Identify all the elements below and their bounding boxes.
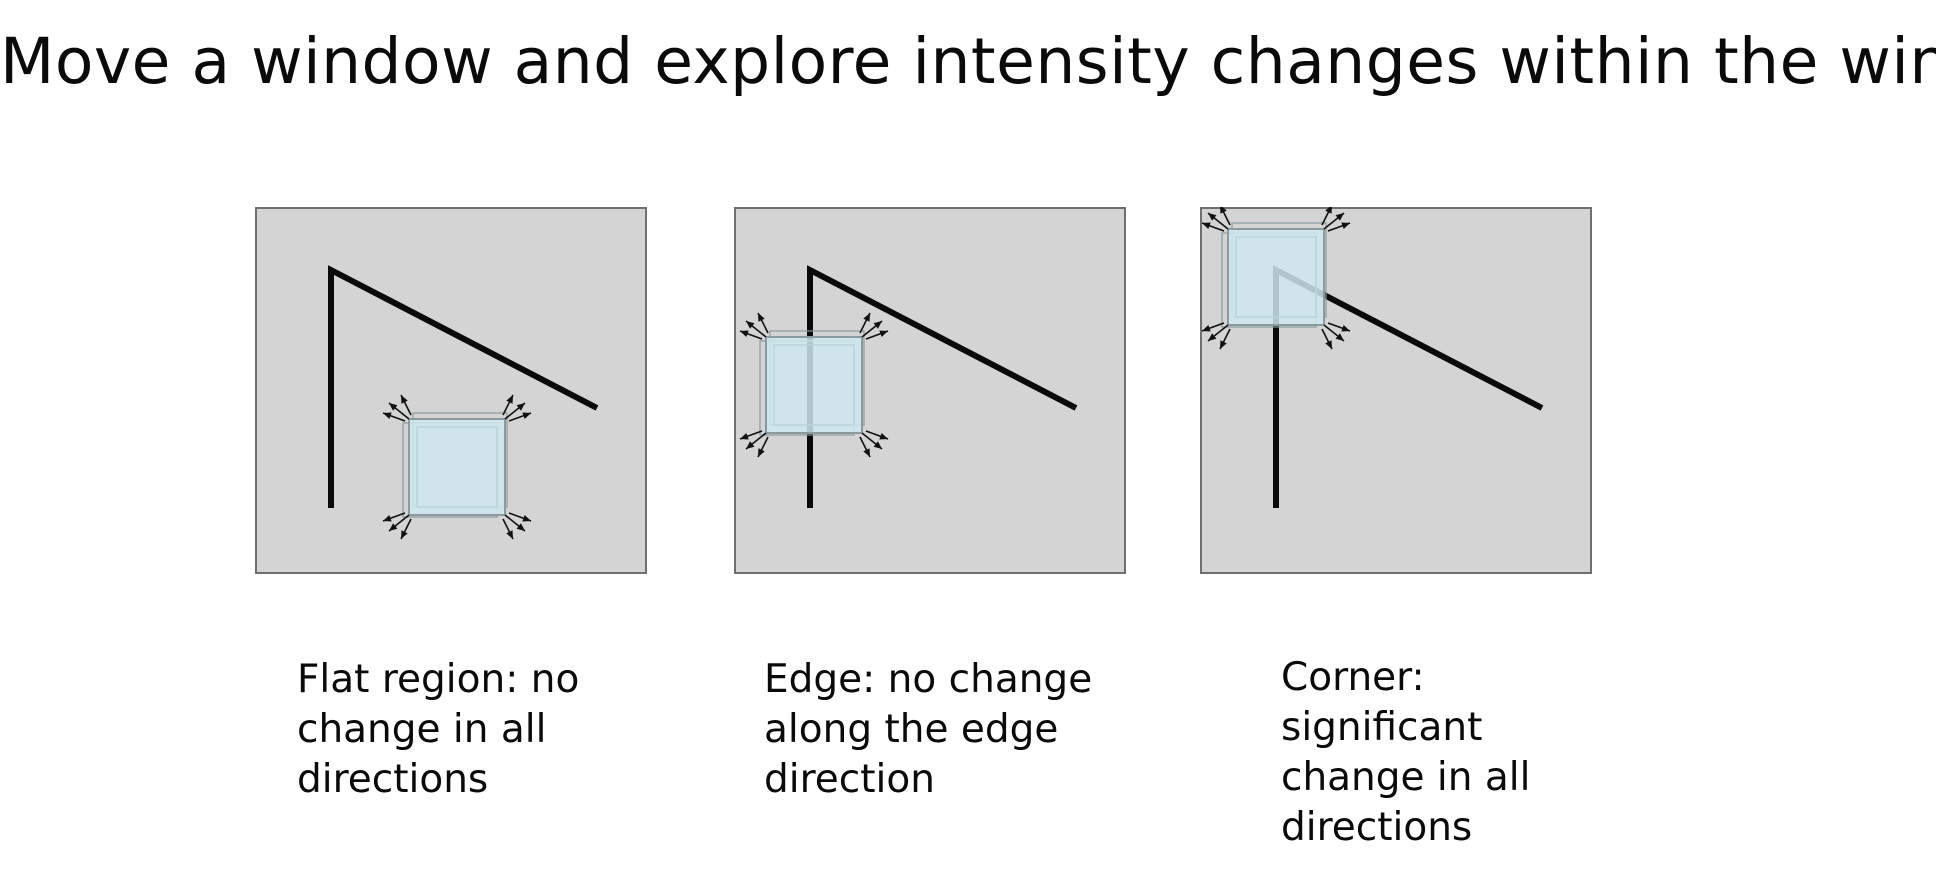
direction-arrow-icon	[861, 432, 883, 450]
direction-arrow-icon	[382, 512, 406, 522]
direction-arrow-icon	[739, 330, 763, 340]
direction-arrow-icon	[1207, 324, 1229, 342]
direction-arrow-icon	[400, 394, 412, 416]
direction-arrow-icon	[1323, 324, 1345, 342]
direction-arrow-icon	[400, 518, 412, 540]
direction-arrow-icon	[859, 312, 871, 334]
corner-diagram	[1200, 207, 1592, 574]
direction-arrow-icon	[388, 514, 410, 532]
direction-arrow-icon	[1220, 207, 1231, 226]
flat-region-diagram	[255, 207, 647, 574]
direction-arrow-icon	[739, 430, 763, 440]
page-title: Move a window and explore intensity chan…	[0, 25, 1936, 98]
direction-arrow-icon	[502, 394, 514, 416]
corner-shape-line	[328, 265, 599, 508]
direction-arrow-icon	[508, 512, 532, 522]
direction-arrow-icon	[382, 412, 406, 422]
direction-arrow-icon	[1219, 328, 1231, 350]
corner-caption: Corner: significant change in all direct…	[1281, 655, 1531, 850]
direction-arrow-icon	[1323, 212, 1345, 230]
direction-arrow-icon	[1321, 207, 1332, 226]
direction-arrow-icon	[508, 412, 532, 422]
direction-arrow-icon	[1327, 322, 1351, 332]
direction-arrow-icon	[1207, 212, 1229, 230]
direction-arrow-icon	[745, 432, 767, 450]
direction-arrow-icon	[388, 402, 410, 420]
moving-window	[382, 394, 532, 540]
direction-arrow-icon	[504, 402, 526, 420]
direction-arrow-icon	[865, 430, 889, 440]
direction-arrow-icon	[504, 514, 526, 532]
edge-caption: Edge: no change along the edge direction	[764, 657, 1093, 802]
moving-window	[739, 312, 889, 458]
flat-region-caption: Flat region: no change in all directions	[297, 657, 580, 802]
edge-diagram	[734, 207, 1126, 574]
moving-window	[1201, 207, 1351, 350]
direction-arrow-icon	[859, 436, 871, 458]
direction-arrow-icon	[757, 436, 769, 458]
image-background	[255, 207, 647, 574]
image-background	[734, 207, 1126, 574]
direction-arrow-icon	[1327, 222, 1351, 232]
direction-arrow-icon	[1201, 222, 1225, 232]
direction-arrow-icon	[1321, 328, 1333, 350]
edge-panel	[734, 207, 1126, 574]
direction-arrow-icon	[745, 320, 767, 338]
corner-panel	[1200, 207, 1592, 574]
direction-arrow-icon	[502, 518, 514, 540]
direction-arrow-icon	[757, 312, 769, 334]
direction-arrow-icon	[861, 320, 883, 338]
direction-arrow-icon	[865, 330, 889, 340]
flat-region-panel	[255, 207, 647, 574]
direction-arrow-icon	[1201, 322, 1225, 332]
